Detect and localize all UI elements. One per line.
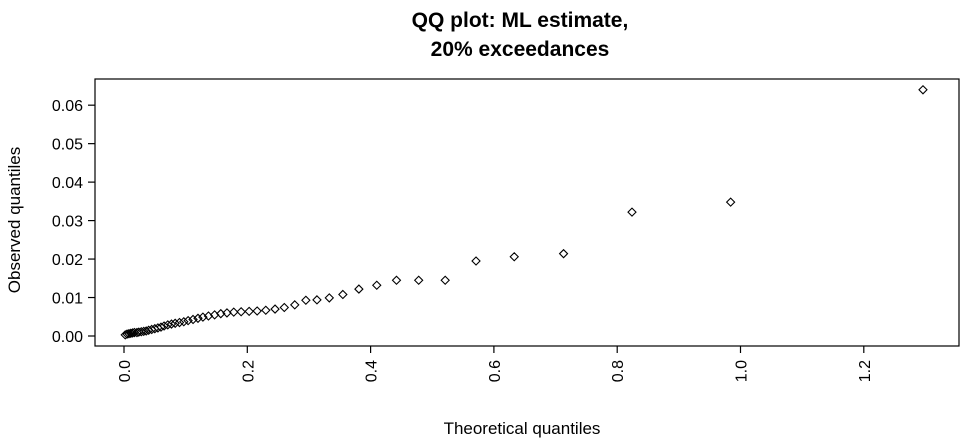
- data-point: [371, 280, 382, 290]
- data-point: [156, 322, 166, 332]
- data-point: [198, 312, 208, 322]
- data-point: [440, 275, 450, 285]
- data-point: [509, 251, 520, 262]
- x-tick-label: 0.4: [364, 360, 381, 382]
- data-point: [558, 248, 569, 259]
- data-points: [120, 85, 928, 340]
- data-point: [312, 295, 322, 305]
- data-point: [270, 304, 280, 314]
- y-tick-label: 0.00: [52, 329, 83, 346]
- data-point: [159, 321, 169, 331]
- data-point: [324, 293, 335, 303]
- data-point: [228, 307, 239, 317]
- x-tick-label: 0.6: [487, 360, 504, 382]
- data-point: [188, 314, 198, 325]
- data-point: [236, 306, 246, 317]
- data-point: [170, 318, 180, 329]
- data-point: [244, 306, 254, 317]
- data-point: [413, 275, 424, 285]
- x-axis: 0.0 0.2 0.4 0.6 0.8 1.0 1.2: [117, 346, 874, 382]
- data-point: [918, 85, 928, 95]
- data-point: [279, 302, 290, 313]
- data-point: [174, 317, 185, 328]
- data-point: [289, 300, 300, 310]
- data-point: [134, 327, 144, 337]
- x-tick-label: 0.0: [117, 360, 134, 382]
- data-point: [338, 289, 348, 300]
- y-tick-label: 0.01: [52, 291, 83, 308]
- y-tick-label: 0.02: [52, 252, 83, 269]
- data-point: [391, 275, 402, 285]
- data-point: [141, 326, 151, 336]
- chart-title-line-2: 20% exceedances: [431, 38, 610, 61]
- data-point: [725, 197, 736, 207]
- x-axis-label: Theoretical quantiles: [444, 419, 601, 438]
- x-tick-label: 0.8: [610, 360, 627, 382]
- y-axis-label: Observed quantiles: [5, 147, 24, 293]
- data-point: [471, 256, 481, 266]
- y-tick-label: 0.06: [52, 98, 83, 115]
- y-tick-label: 0.04: [52, 175, 83, 192]
- data-point: [166, 319, 177, 329]
- x-tick-label: 1.0: [734, 360, 751, 382]
- chart-title-line-1: QQ plot: ML estimate,: [412, 9, 629, 32]
- data-point: [354, 284, 364, 294]
- data-point: [179, 316, 189, 327]
- data-point: [162, 320, 173, 330]
- plot-frame: [94, 78, 960, 347]
- data-point: [124, 328, 134, 339]
- data-point: [193, 313, 203, 324]
- x-tick-label: 1.2: [857, 360, 874, 382]
- data-point: [136, 326, 147, 337]
- y-axis: 0.00 0.01 0.02 0.03 0.04 0.05 0.06: [52, 98, 95, 346]
- data-point: [301, 295, 311, 306]
- y-tick-label: 0.05: [52, 137, 83, 154]
- data-point: [261, 305, 271, 316]
- data-point: [120, 330, 131, 340]
- data-point: [252, 306, 262, 316]
- data-point: [138, 326, 149, 337]
- data-point: [627, 207, 637, 217]
- x-tick-label: 0.2: [240, 360, 257, 382]
- data-point: [122, 329, 132, 339]
- y-tick-label: 0.03: [52, 214, 83, 231]
- data-point: [183, 315, 193, 326]
